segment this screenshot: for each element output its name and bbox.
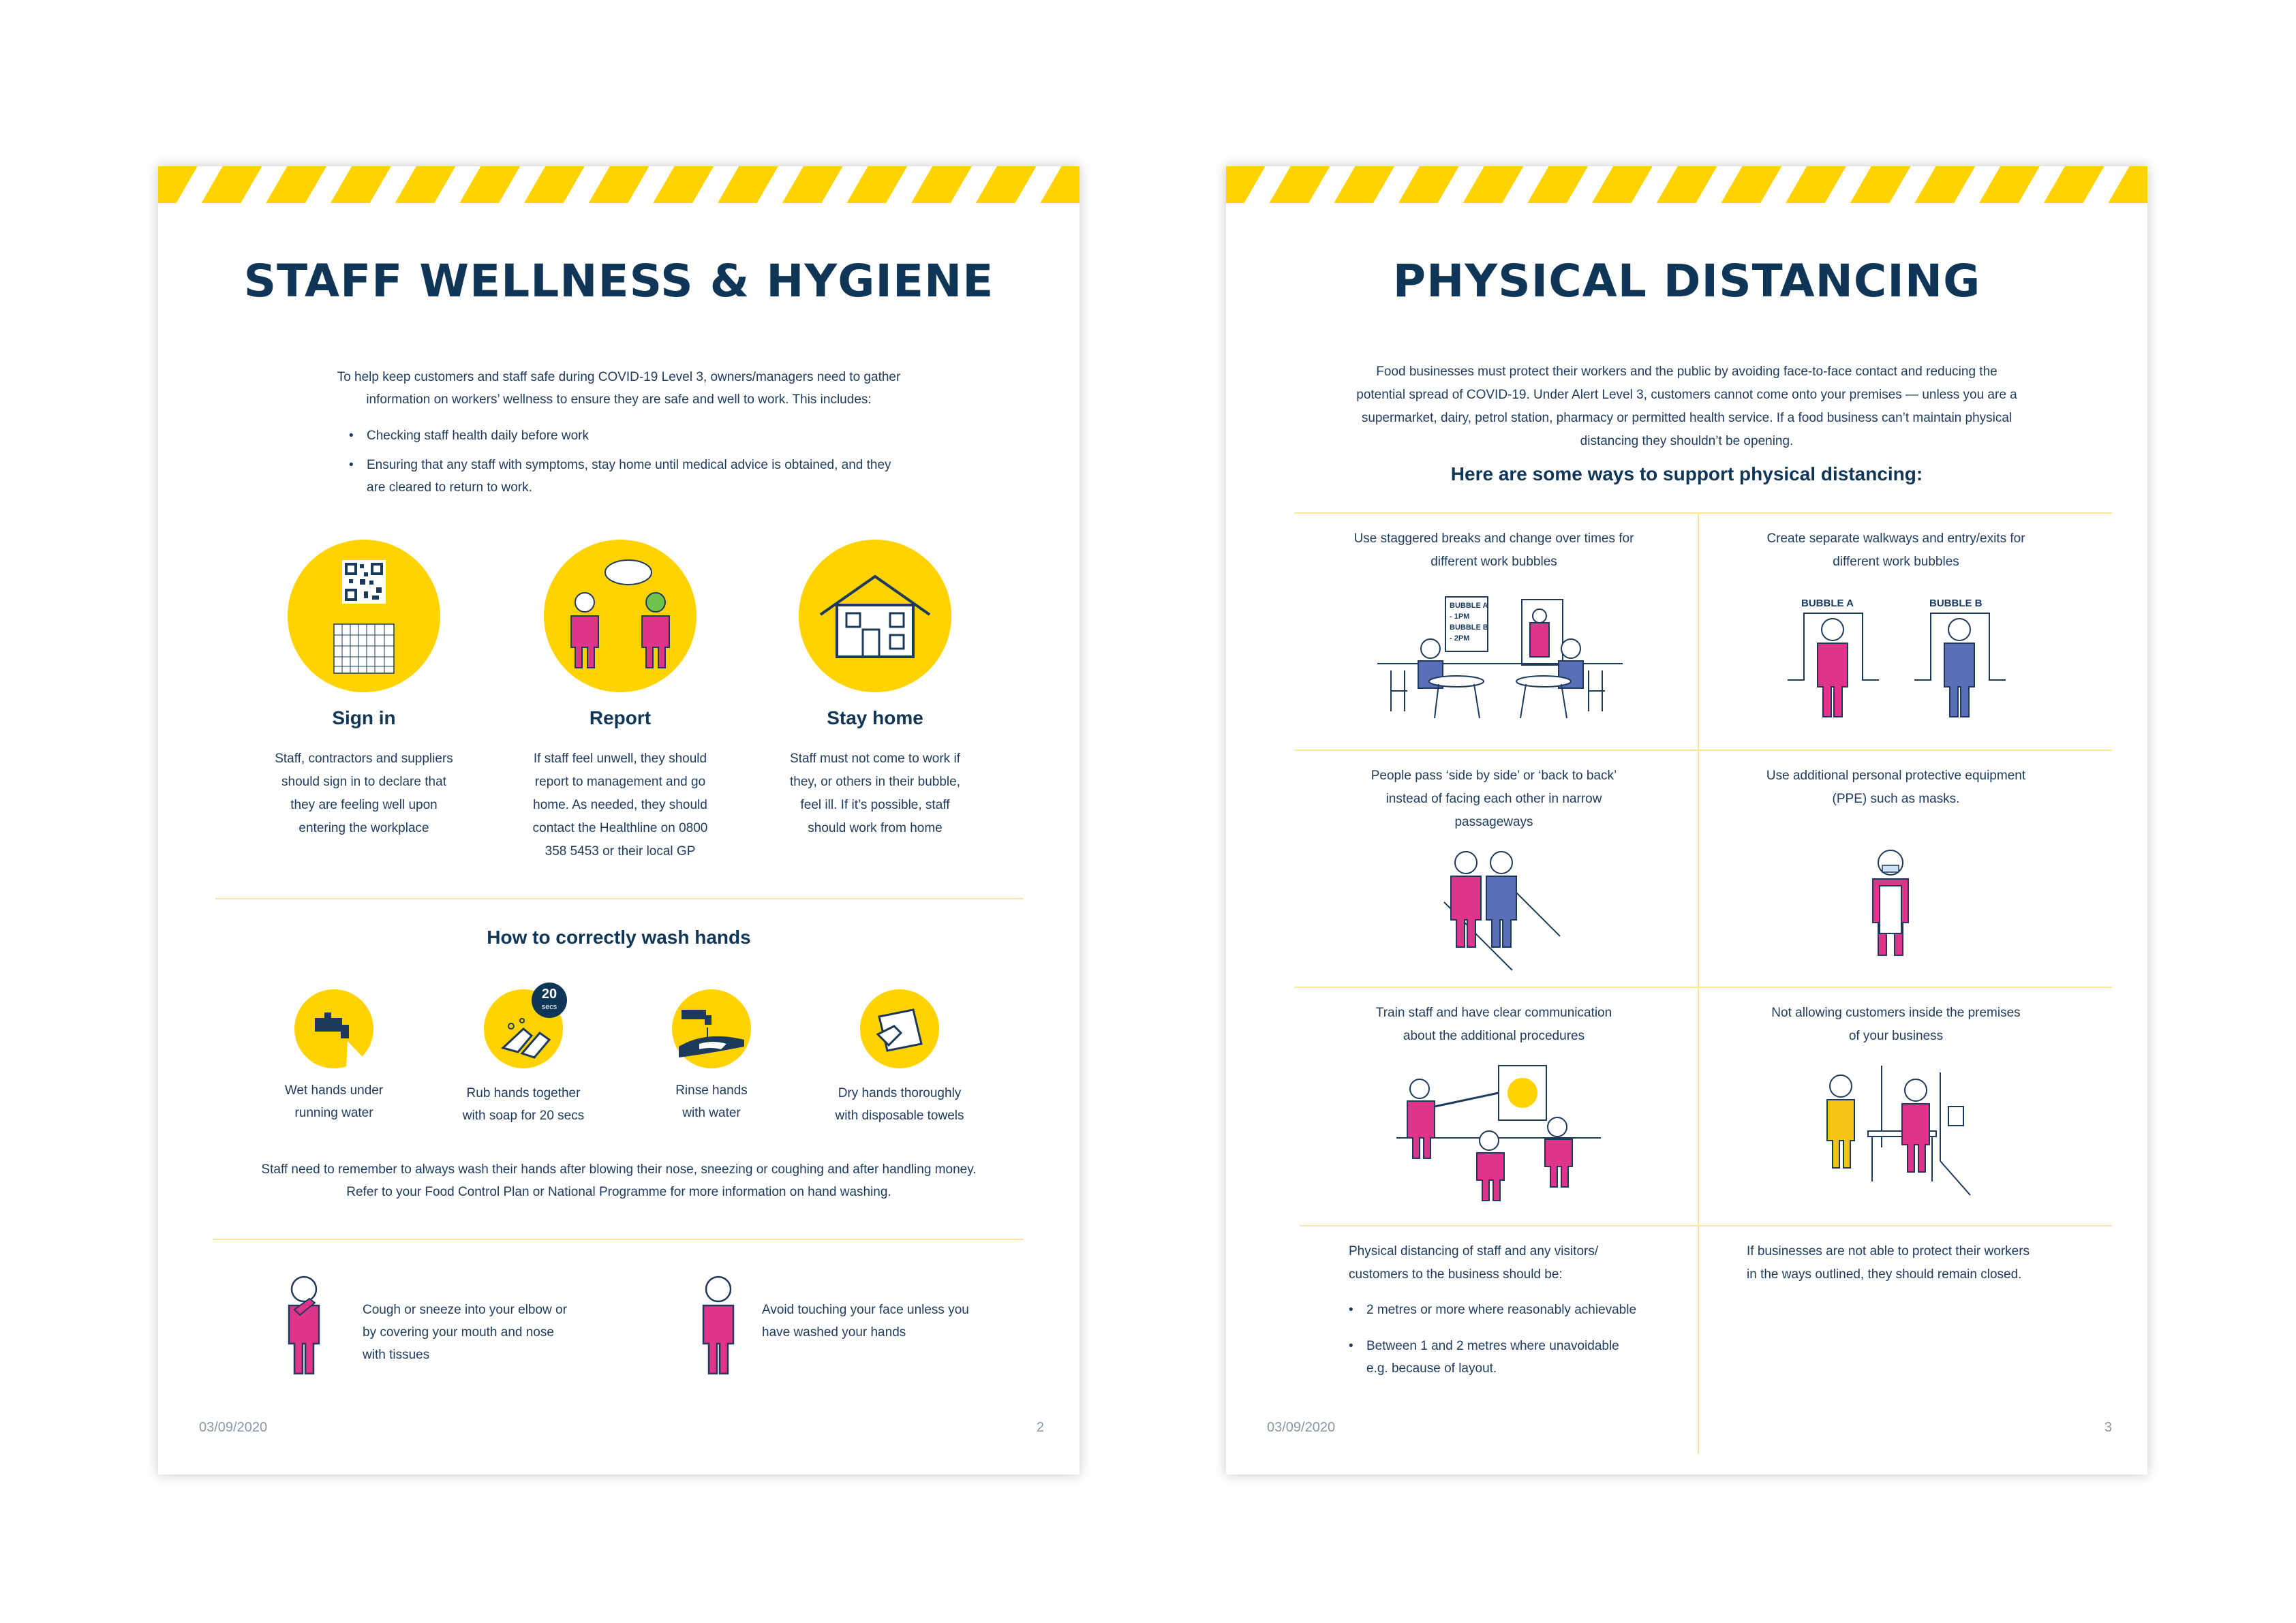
step-description: Staff, contractors and suppliers should s… bbox=[275, 752, 453, 835]
bullet-item: Checking staff health daily before work bbox=[349, 424, 589, 447]
bullet-item: Between 1 and 2 metres where unavoidable bbox=[1349, 1335, 1619, 1357]
section-divider bbox=[213, 1239, 1024, 1240]
bullet-continuation: are cleared to return to work. bbox=[367, 480, 532, 495]
intro-line: information on workers’ wellness to ensu… bbox=[366, 392, 872, 407]
section-subheading: Here are some ways to support physical d… bbox=[1450, 463, 1923, 484]
cell-text: People pass ‘side by side’ or ‘back to b… bbox=[1371, 769, 1617, 829]
grid-line bbox=[1294, 749, 2112, 751]
svg-text:BUBBLE A: BUBBLE A bbox=[1801, 598, 1854, 609]
wash-step-label: Rinse hands with water bbox=[675, 1083, 748, 1120]
tip-text: Cough or sneeze into your elbow or by cov… bbox=[363, 1303, 567, 1362]
grid-line bbox=[1294, 512, 2112, 514]
dry-towel-icon bbox=[860, 989, 939, 1068]
hazard-stripe-header bbox=[1226, 166, 2147, 203]
svg-text:- 2PM: - 2PM bbox=[1450, 634, 1469, 643]
grid-line bbox=[1294, 987, 2112, 988]
training-illustration bbox=[1396, 1065, 1601, 1201]
cell-text: Not allowing customers inside the premis… bbox=[1771, 1006, 2021, 1043]
wash-heading: How to correctly wash hands bbox=[487, 927, 751, 948]
staggered-breaks-illustration: BUBBLE A - 1PM BUBBLE B - 2PM bbox=[1377, 596, 1623, 719]
cell-text: Use additional personal protective equip… bbox=[1766, 769, 2026, 806]
ppe-mask-illustration bbox=[1872, 850, 1909, 956]
page-title: PHYSICAL DISTANCING bbox=[1392, 255, 1981, 307]
timer-badge: 20 secs bbox=[532, 983, 567, 1018]
bullet-item: Ensuring that any staff with symptoms, s… bbox=[349, 454, 891, 476]
house-icon bbox=[799, 540, 951, 692]
cough-figure-icon bbox=[288, 1276, 320, 1375]
grid-line bbox=[1698, 512, 1699, 1454]
wash-note: Staff need to remember to always wash th… bbox=[261, 1162, 977, 1177]
footer-date: 03/09/2020 bbox=[199, 1420, 268, 1435]
side-by-side-illustration bbox=[1443, 851, 1561, 971]
wash-step-label: Wet hands under running water bbox=[284, 1083, 384, 1120]
document-page-left: STAFF WELLNESS & HYGIENE To help keep cu… bbox=[158, 166, 1080, 1474]
hazard-stripe-header bbox=[158, 166, 1080, 203]
face-touch-figure-icon bbox=[702, 1276, 735, 1375]
page-number: 3 bbox=[2104, 1420, 2112, 1435]
svg-text:- 1PM: - 1PM bbox=[1450, 613, 1469, 621]
tap-icon bbox=[294, 989, 373, 1068]
step-description: Staff must not come to work if they, or o… bbox=[790, 752, 960, 835]
page-number: 2 bbox=[1036, 1420, 1044, 1435]
wash-note: Refer to your Food Control Plan or Natio… bbox=[346, 1185, 891, 1199]
svg-text:BUBBLE B: BUBBLE B bbox=[1929, 598, 1983, 609]
intro-line: To help keep customers and staff safe du… bbox=[337, 370, 901, 384]
svg-text:BUBBLE A: BUBBLE A bbox=[1450, 602, 1488, 610]
bottom-left-text: Physical distancing of staff and any vis… bbox=[1349, 1244, 1599, 1282]
no-customers-illustration bbox=[1826, 1066, 1971, 1196]
bullet-item: 2 metres or more where reasonably achiev… bbox=[1349, 1299, 1636, 1321]
document-page-right: PHYSICAL DISTANCING Food businesses must… bbox=[1226, 166, 2147, 1474]
svg-text:BUBBLE B: BUBBLE B bbox=[1450, 623, 1488, 632]
separate-walkways-illustration: BUBBLE A BUBBLE B bbox=[1788, 598, 2006, 717]
intro-paragraph: Food businesses must protect their worke… bbox=[1356, 365, 2017, 448]
cell-text: Create separate walkways and entry/exits… bbox=[1766, 531, 2025, 569]
bottom-right-text: If businesses are not able to protect th… bbox=[1747, 1244, 2030, 1282]
step-heading: Report bbox=[589, 707, 652, 728]
page-title: STAFF WELLNESS & HYGIENE bbox=[243, 255, 994, 307]
tip-text: Avoid touching your face unless you have … bbox=[762, 1303, 969, 1340]
step-heading: Sign in bbox=[332, 707, 396, 728]
section-divider bbox=[215, 898, 1024, 899]
wash-step-label: Dry hands thoroughly with disposable towe… bbox=[835, 1086, 964, 1123]
cell-text: Use staggered breaks and change over tim… bbox=[1353, 531, 1634, 569]
grid-line bbox=[1300, 1225, 2112, 1226]
sign-in-icon bbox=[288, 540, 440, 692]
wash-step-label: Rub hands together with soap for 20 secs bbox=[462, 1086, 585, 1123]
step-heading: Stay home bbox=[827, 707, 923, 728]
bullet-continuation: e.g. because of layout. bbox=[1366, 1361, 1497, 1376]
step-description: If staff feel unwell, they should report … bbox=[532, 752, 708, 859]
footer-date: 03/09/2020 bbox=[1267, 1420, 1336, 1435]
rinse-icon bbox=[672, 989, 751, 1068]
report-icon bbox=[544, 540, 697, 692]
cell-text: Train staff and have clear communication… bbox=[1375, 1006, 1612, 1043]
